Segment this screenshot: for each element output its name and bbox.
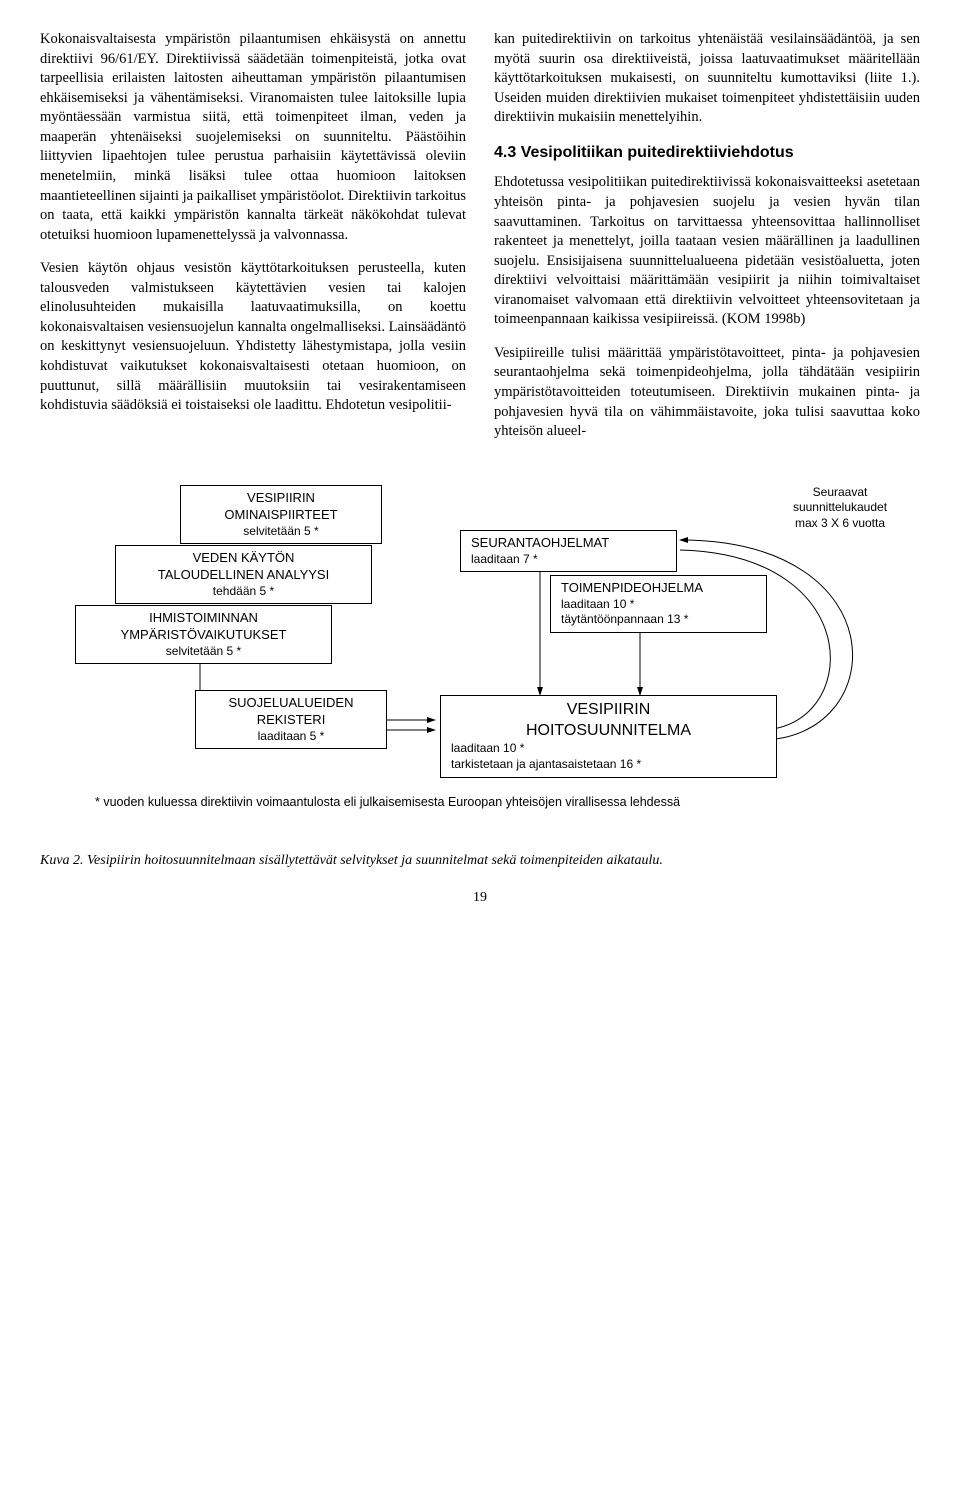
right-column: kan puitedirektiivin on tarkoitus yhtenä…	[494, 30, 920, 456]
right-p2: Ehdotetussa vesipolitiikan puitedirektii…	[494, 173, 920, 330]
box-ominaispiirteet: VESIPIIRINOMINAISPIIRTEET selvitetään 5 …	[180, 485, 382, 544]
left-column: Kokonaisvaltaisesta ympäristön pilaantum…	[40, 30, 466, 456]
box-taloudellinen: VEDEN KÄYTÖNTALOUDELLINEN ANALYYSI tehdä…	[115, 545, 372, 604]
box-title: TOIMENPIDEOHJELMA	[561, 580, 756, 597]
box-title: SUOJELUALUEIDENREKISTERI	[206, 695, 376, 729]
box-title: VESIPIIRINOMINAISPIIRTEET	[191, 490, 371, 524]
box-title: SEURANTAOHJELMAT	[471, 535, 666, 552]
left-p2: Vesien käytön ohjaus vesistön käyttötark…	[40, 259, 466, 416]
box-title: VESIPIIRINHOITOSUUNNITELMA	[451, 700, 766, 742]
left-p1: Kokonaisvaltaisesta ympäristön pilaantum…	[40, 30, 466, 245]
box-sub: laaditaan 5 *	[206, 729, 376, 745]
box-title: IHMISTOIMINNANYMPÄRISTÖVAIKUTUKSET	[86, 610, 321, 644]
box-toimenpide: TOIMENPIDEOHJELMA laaditaan 10 *täytäntö…	[550, 575, 767, 633]
box-sub: selvitetään 5 *	[191, 524, 371, 540]
box-seuranta: SEURANTAOHJELMAT laaditaan 7 *	[460, 530, 677, 572]
box-hoitosuunnitelma: VESIPIIRINHOITOSUUNNITELMA laaditaan 10 …	[440, 695, 777, 778]
right-p3: Vesipiireille tulisi määrittää ympäristö…	[494, 344, 920, 442]
box-sub: tehdään 5 *	[126, 584, 361, 600]
page-number: 19	[40, 889, 920, 908]
box-sub: laaditaan 10 *tarkistetaan ja ajantasais…	[451, 741, 766, 772]
text-columns: Kokonaisvaltaisesta ympäristön pilaantum…	[40, 30, 920, 456]
flow-diagram: VESIPIIRINOMINAISPIIRTEET selvitetään 5 …	[40, 480, 920, 840]
section-heading: 4.3 Vesipolitiikan puitedirektiiviehdotu…	[494, 142, 920, 164]
diagram-footnote: * vuoden kuluessa direktiivin voimaantul…	[95, 794, 920, 811]
figure-caption: Kuva 2. Vesipiirin hoitosuunnitelmaan si…	[40, 852, 920, 871]
right-p1: kan puitedirektiivin on tarkoitus yhtenä…	[494, 30, 920, 128]
box-sub: laaditaan 7 *	[471, 552, 666, 568]
box-sub: laaditaan 10 *täytäntöönpannaan 13 *	[561, 597, 756, 628]
box-suojelualueiden: SUOJELUALUEIDENREKISTERI laaditaan 5 *	[195, 690, 387, 749]
box-sub: selvitetään 5 *	[86, 644, 321, 660]
box-title: VEDEN KÄYTÖNTALOUDELLINEN ANALYYSI	[126, 550, 361, 584]
box-ihmistoiminta: IHMISTOIMINNANYMPÄRISTÖVAIKUTUKSET selvi…	[75, 605, 332, 664]
diagram-sidenote: Seuraavatsuunnittelukaudetmax 3 X 6 vuot…	[770, 485, 910, 532]
